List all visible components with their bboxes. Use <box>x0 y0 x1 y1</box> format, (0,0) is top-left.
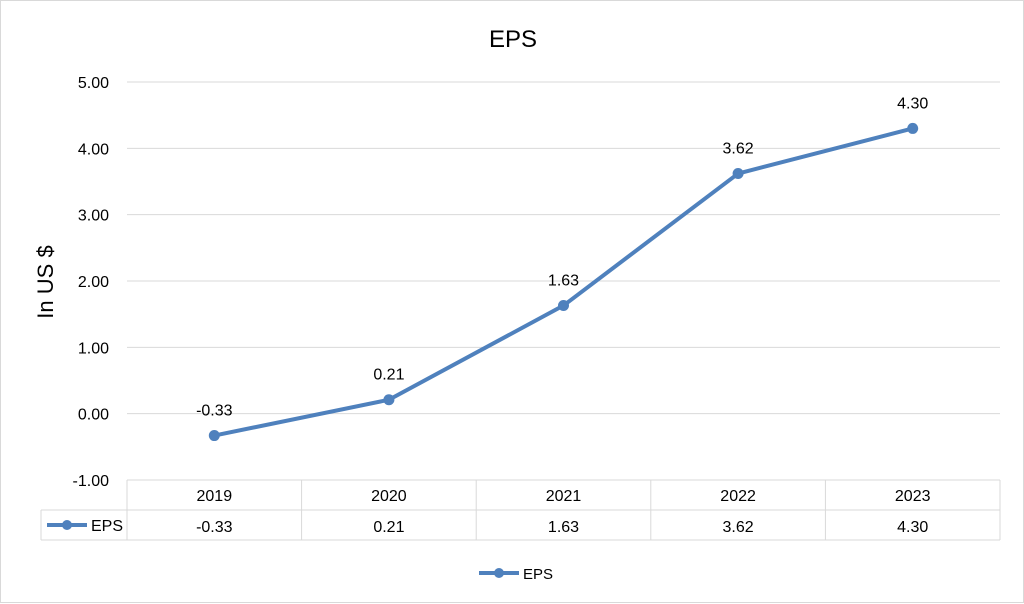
y-tick-label: 2.00 <box>78 274 109 291</box>
table-value-cell: 1.63 <box>548 519 579 536</box>
table-category-cell: 2023 <box>895 488 931 505</box>
table-value-cell: 0.21 <box>373 519 404 536</box>
table-series-name: EPS <box>91 518 123 535</box>
table-value-cell: 4.30 <box>897 519 928 536</box>
table-category-cell: 2019 <box>197 488 233 505</box>
table-legend-key-marker <box>62 520 72 530</box>
eps-data-point <box>558 300 569 312</box>
y-tick-label: -1.00 <box>73 473 110 490</box>
eps-data-point <box>907 122 919 134</box>
eps-data-label: -0.33 <box>196 403 233 420</box>
eps-data-point <box>208 430 220 442</box>
legend-label: EPS <box>523 566 553 583</box>
y-tick-label: 3.00 <box>78 208 109 225</box>
y-tick-label: 0.00 <box>78 407 109 424</box>
table-category-cell: 2020 <box>371 488 407 505</box>
eps-data-label: 0.21 <box>373 367 404 384</box>
eps-data-label: 1.63 <box>548 273 579 290</box>
y-tick-label: 5.00 <box>78 75 109 92</box>
table-category-cell: 2021 <box>546 488 582 505</box>
eps-data-point <box>732 168 744 180</box>
chart-title: EPS <box>489 26 537 53</box>
eps-data-point <box>383 394 395 406</box>
y-tick-label: 1.00 <box>78 340 109 357</box>
table-value-cell: -0.33 <box>196 519 233 536</box>
y-axis-label: In US $ <box>33 245 58 318</box>
legend-key-marker <box>494 568 504 578</box>
eps-data-label: 4.30 <box>897 95 928 112</box>
y-tick-label: 4.00 <box>78 141 109 158</box>
table-value-cell: 3.62 <box>723 519 754 536</box>
table-category-cell: 2022 <box>720 488 756 505</box>
eps-data-label: 3.62 <box>723 141 754 158</box>
